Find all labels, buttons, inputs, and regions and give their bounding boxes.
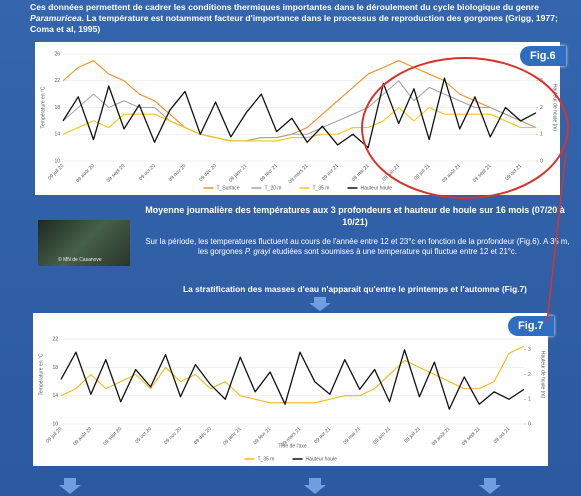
body-text: Sur la période, les temperatures fluctue… xyxy=(145,237,570,257)
intro-text: . La température est notamment facteur d… xyxy=(30,13,558,35)
x-tick-label: 09 déc 20 xyxy=(193,426,213,446)
y2-tick-label: 1 xyxy=(540,132,543,138)
intro: Ces données permettent de cadrer les con… xyxy=(30,2,570,36)
y-tick-label: 18 xyxy=(52,365,58,371)
subtitle: Moyenne journalière des températures aux… xyxy=(145,205,565,227)
x-tick-label: 09 juin 21 xyxy=(381,163,401,183)
legend-label: Hauteur houle xyxy=(361,185,393,191)
body: etudiées sont soumises à une temperature… xyxy=(270,247,517,257)
x-tick-label: 09 avr 21 xyxy=(313,426,332,445)
x-tick-label: 09 sept 21 xyxy=(472,163,493,184)
x-tick-label: 09 janv 21 xyxy=(228,163,249,184)
series-line xyxy=(60,349,525,410)
intro-text: Ces données permettent de cadrer les con… xyxy=(30,2,540,12)
series-line xyxy=(62,60,537,142)
y-tick-label: 10 xyxy=(54,158,60,164)
x-tick-label: 09 oct 21 xyxy=(504,163,523,182)
x-tick-label: 09 sept 20 xyxy=(102,426,123,447)
x-tick-label: 09 juil 21 xyxy=(413,163,432,182)
legend-label: T_Surface xyxy=(217,185,240,191)
x-tick-label: 09 août 20 xyxy=(72,426,93,447)
x-tick-label: 09 févr 21 xyxy=(252,426,272,446)
y2-tick-label: 2 xyxy=(528,372,531,378)
legend-label: T_20 m xyxy=(265,185,282,191)
legend-label: T_35 m xyxy=(258,456,275,462)
x-tick-label: 09 août 20 xyxy=(75,163,96,184)
fig-label: Fig.6 xyxy=(520,46,566,66)
y2-tick-label: 0 xyxy=(540,158,543,164)
x-tick-label: 09 oct 21 xyxy=(493,426,512,445)
x-axis-label: Titre de l'axe xyxy=(278,443,307,449)
photo-credit: © MN de Casanove xyxy=(58,257,102,263)
chart: 101418222601234Température en °CHauteur … xyxy=(40,51,558,191)
series-line xyxy=(60,345,525,404)
x-tick-label: 09 juil 20 xyxy=(45,426,64,445)
x-tick-label: 09 févr 21 xyxy=(259,163,279,183)
y-axis-label: Température en °C xyxy=(38,353,44,395)
x-tick-label: 09 oct 20 xyxy=(134,426,153,445)
y-tick-label: 10 xyxy=(52,421,58,427)
x-tick-label: 09 juin 21 xyxy=(372,426,392,446)
chart-box: 101418222601234Température en °CHauteur … xyxy=(35,42,560,195)
x-tick-label: 09 août 21 xyxy=(431,426,452,447)
x-tick-label: 09 sept 21 xyxy=(461,426,482,447)
legend-label: T_35 m xyxy=(313,185,330,191)
conclusion: La stratification des masses d'eau n'app… xyxy=(183,284,527,294)
species: P. grayi xyxy=(244,247,271,257)
intro-genus: Paramuricea xyxy=(30,13,82,24)
y2-axis-label: Hauteur de houle (m) xyxy=(540,351,546,399)
photo: © MN de Casanove xyxy=(38,220,130,266)
y-tick-label: 14 xyxy=(54,132,60,138)
x-tick-label: 09 août 21 xyxy=(441,163,462,184)
x-tick-label: 09 juil 20 xyxy=(47,163,66,182)
y-tick-label: 22 xyxy=(52,336,58,342)
y2-tick-label: 1 xyxy=(528,397,531,403)
x-tick-label: 09 déc 20 xyxy=(198,163,218,183)
y2-tick-label: 2 xyxy=(540,105,543,111)
y-tick-label: 14 xyxy=(52,393,58,399)
y2-tick-label: 3 xyxy=(528,347,531,353)
y-tick-label: 22 xyxy=(54,78,60,84)
legend: T_Surface T_20 m T_35 m Hauteur houle xyxy=(203,185,393,191)
legend-label: Hauteur houle xyxy=(306,456,338,462)
x-tick-label: 09 juil 21 xyxy=(403,426,422,445)
y2-axis-label: Hauteur de houle (m) xyxy=(552,84,558,132)
y-tick-label: 18 xyxy=(54,105,60,111)
y2-tick-label: 0 xyxy=(528,421,531,427)
body: Sur la période, les temperatures fluctue… xyxy=(145,237,570,257)
x-tick-label: 09 nov 20 xyxy=(163,426,183,446)
x-tick-label: 09 sept 20 xyxy=(106,163,127,184)
legend: T_35 m Hauteur houle xyxy=(244,456,338,462)
x-tick-label: 09 nov 20 xyxy=(168,163,188,183)
x-tick-label: 09 oct 20 xyxy=(138,163,157,182)
x-tick-label: 09 mars 21 xyxy=(288,163,310,185)
fig-label: Fig.7 xyxy=(508,316,554,336)
y-axis-label: Température en °C xyxy=(40,86,46,128)
x-tick-label: 09 mai 21 xyxy=(342,426,362,446)
y-tick-label: 26 xyxy=(54,51,60,57)
x-tick-label: 09 janv 21 xyxy=(222,426,243,447)
x-tick-label: 09 mai 21 xyxy=(351,163,371,183)
x-tick-label: 09 avr 21 xyxy=(321,163,340,182)
y2-tick-label: 3 xyxy=(540,78,543,84)
